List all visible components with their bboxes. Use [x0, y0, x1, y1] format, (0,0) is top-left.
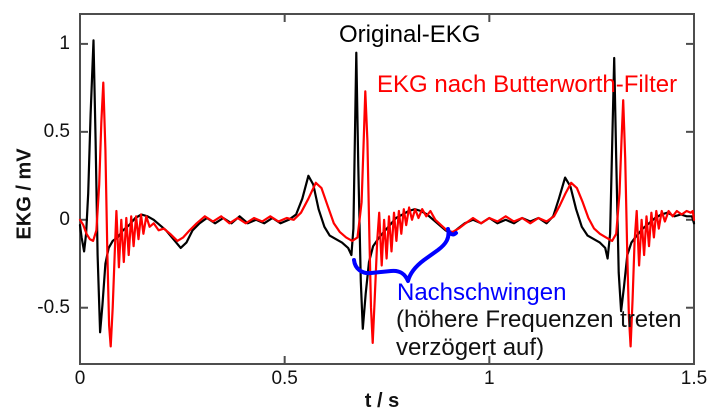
series-label-butterworth-filter: EKG nach Butterworth-Filter: [377, 71, 678, 98]
x-tick-label: 0: [74, 368, 86, 389]
annotation-note-line2: verzögert auf): [396, 334, 545, 361]
y-tick-label: -0.5: [37, 296, 70, 318]
filtered-ekg-line: [78, 81, 696, 348]
plot-border: [79, 13, 695, 365]
nachschwingen-brace: [352, 227, 458, 283]
x-tick-label: 0.5: [271, 368, 298, 389]
x-axis-label: t / s: [364, 390, 400, 412]
x-tick-label: 1: [484, 368, 495, 389]
y-tick-label: 0: [59, 208, 70, 230]
annotation-note-line1: (höhere Frequenzen treten: [396, 306, 682, 333]
series-label-original-ekg: Original-EKG: [339, 21, 481, 48]
y-tick-label: 1: [59, 32, 70, 54]
y-tick-label: 0.5: [43, 120, 70, 142]
annotation-nachschwingen-label: Nachschwingen: [397, 279, 567, 306]
x-tick-label: 1.5: [680, 368, 708, 389]
